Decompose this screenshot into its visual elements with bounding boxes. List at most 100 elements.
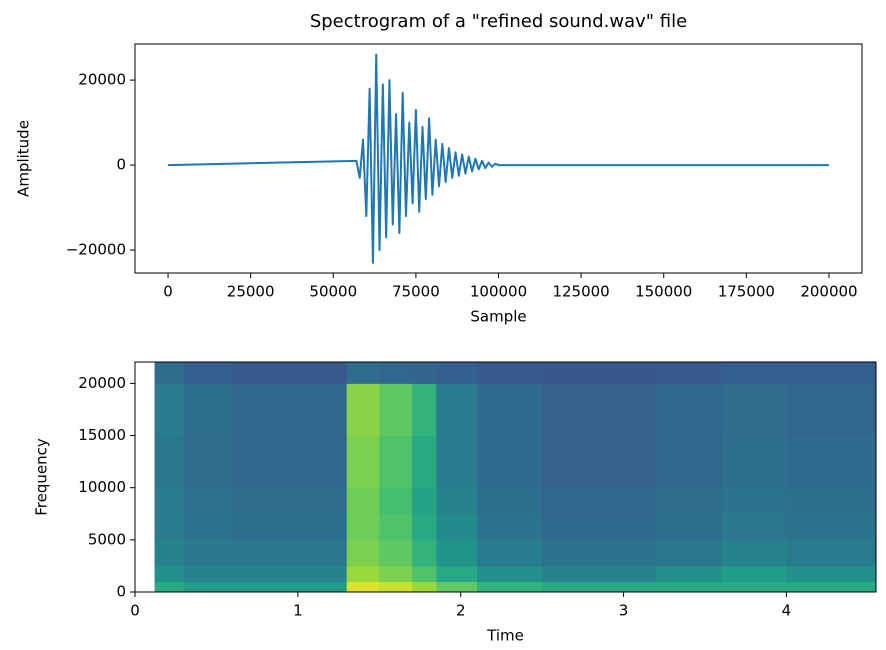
spectrogram-cell [786,581,877,593]
spectrogram-cell [183,487,234,515]
spectrogram-cell [721,513,787,541]
x-tick-label: 100000 [470,283,527,301]
spectrogram-cell [183,383,234,437]
x-tick-label: 150000 [635,283,692,301]
x-tick-label: 125000 [552,283,609,301]
spectrogram-cell [542,362,625,384]
spectrogram-cell [154,487,185,515]
spectrogram-cell [281,565,331,583]
x-tick-label: 75000 [392,283,440,301]
spectrogram-cell [154,565,185,583]
spectrogram-cell [542,435,625,489]
spectrogram-cell [232,435,283,489]
spectrogram-cell [281,435,331,489]
spectrogram-cell [623,383,657,437]
spectrogram-cell [623,362,657,384]
spectrogram-cell [154,513,185,541]
spectrogram-cell [346,435,380,489]
spectrogram-cell [183,565,234,583]
spectrogram-cell [379,383,413,437]
spectrogram-cell [330,513,348,541]
spectrogram-cell [183,362,234,384]
spectrogram-cell [183,581,234,593]
spectrogram-cell [330,539,348,567]
spectrogram-cell [721,539,787,567]
spectrogram-cell [330,487,348,515]
y-axis-label: Amplitude [15,120,33,197]
spectrogram-cell [477,487,543,515]
y-tick-label: 20000 [78,374,126,392]
spectrogram-cell [411,487,437,515]
spectrogram-cell [542,565,625,583]
spectrogram-cell [281,362,331,384]
spectrogram-cell [721,581,787,593]
spectrogram-cell [379,487,413,515]
spectrogram-cell [346,383,380,437]
y-tick-label: 15000 [78,426,126,444]
x-tick-label: 3 [619,602,629,620]
y-tick-label: 0 [116,156,126,174]
chart-title: Spectrogram of a "refined sound.wav" fil… [310,11,687,32]
spectrogram-cell [656,383,722,437]
spectrogram-cell [411,362,437,384]
spectrogram-cell [346,513,380,541]
spectrogram-cell [436,435,478,489]
x-tick-label: 50000 [309,283,357,301]
spectrogram-cell [154,383,185,437]
spectrogram-cell [656,362,722,384]
spectrogram-cell [154,581,185,593]
x-tick-label: 4 [782,602,792,620]
spectrogram-cell [232,383,283,437]
spectrogram-cell [346,581,380,593]
spectrogram-cell [656,565,722,583]
spectrogram-cell [232,487,283,515]
spectrogram-cell [346,362,380,384]
x-tick-label: 0 [130,602,140,620]
spectrogram-cell [721,565,787,583]
spectrogram-cell [786,383,877,437]
spectrogram-cell [436,362,478,384]
x-tick-label: 2 [456,602,466,620]
spectrogram-cell [721,435,787,489]
spectrogram-cell [183,435,234,489]
spectrogram-cell [477,383,543,437]
subplot: 0 25000 50000 75000 100000 125000 150000 175000… [15,11,863,326]
spectrogram-cell [183,539,234,567]
subplot: 0 1 2 3 4 0 5000 10000 15000 20000 Time Frequency [33,361,877,645]
spectrogram-cell [786,539,877,567]
spectrogram-cell [623,513,657,541]
spectrogram-cell [542,581,625,593]
spectrogram-cell [281,383,331,437]
spectrogram-cell [379,435,413,489]
spectrogram-cell [281,513,331,541]
spectrogram-cell [656,539,722,567]
spectrogram-cell [477,513,543,541]
x-axis-label: Time [486,627,524,645]
spectrogram-cell [232,539,283,567]
spectrogram-cell [330,581,348,593]
spectrogram-cell [154,362,185,384]
spectrogram-cell [786,435,877,489]
spectrogram-cell [542,513,625,541]
x-axis-label: Sample [470,308,526,326]
spectrogram-cell [436,539,478,567]
y-tick-label: 0 [116,583,126,601]
y-tick-label: 10000 [78,478,126,496]
spectrogram-cell [379,565,413,583]
spectrogram-cell [436,581,478,593]
spectrogram-cell [721,362,787,384]
spectrogram-cell [379,581,413,593]
spectrogram-cell [786,487,877,515]
spectrogram-cell [232,513,283,541]
spectrogram-cell [786,362,877,384]
spectrogram-cell [411,435,437,489]
spectrogram-cell [477,539,543,567]
spectrogram-cell [477,565,543,583]
spectrogram-cell [623,435,657,489]
x-tick-label: 175000 [718,283,775,301]
spectrogram-cell [232,565,283,583]
spectrogram-cell [330,565,348,583]
spectrogram-cell [379,362,413,384]
spectrogram-cell [656,513,722,541]
